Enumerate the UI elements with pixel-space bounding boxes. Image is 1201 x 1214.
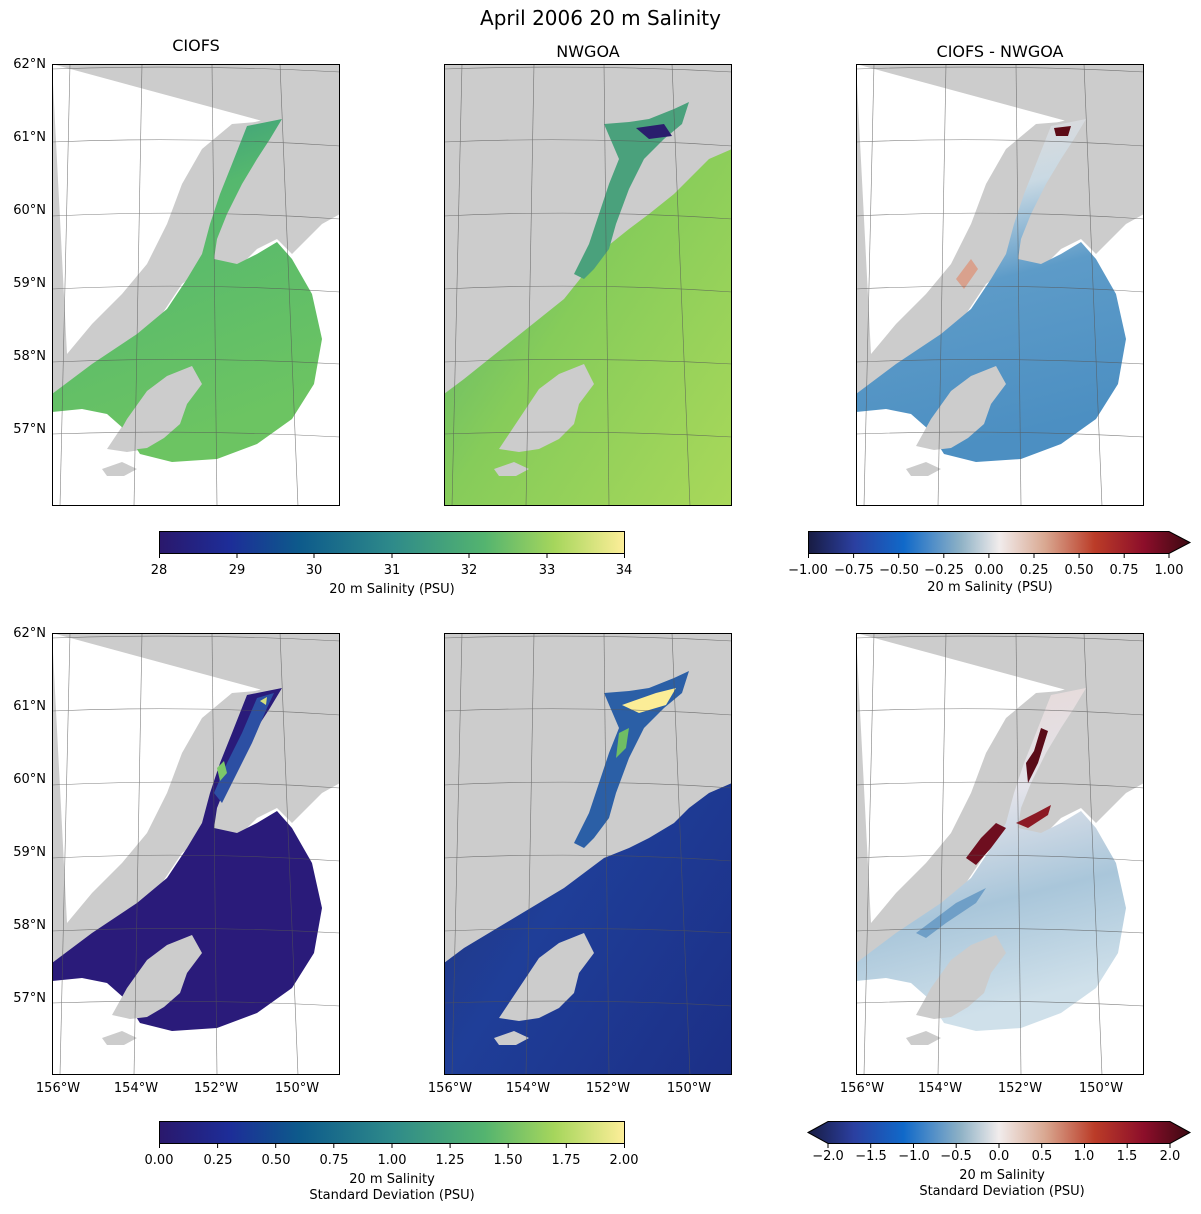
cb-salinity-tick-28: 28 [150,563,168,578]
cb-stddev-tick-8: 2.00 [609,1153,639,1168]
cb-stddev-tick-0: 0.00 [144,1153,174,1168]
cb-diff-tick-3: −0.50 [879,563,919,578]
cb-stddev-tick-3: 0.75 [319,1153,349,1168]
colorbar-stddev-label: 20 m Salinity Standard Deviation (PSU) [159,1172,625,1204]
cb-salinity-tick-29: 29 [228,563,246,578]
colorbar-salinity-diff [806,531,1192,565]
lat-label-57-top: 57°N [13,422,46,437]
colorbar-stddev [159,1121,625,1155]
lat-label-60-top: 60°N [13,203,46,218]
map-panel-ciofs-salinity [52,64,340,506]
lat-label-58-top: 58°N [13,349,46,364]
map-panel-nwgoa-stddev [444,633,732,1075]
panel-title-ciofs: CIOFS [172,36,220,55]
lon-label-152-p3: 152°W [997,1081,1043,1096]
cb-sddiff-tick-8: 1.5 [1116,1149,1138,1164]
lon-label-152-p2: 152°W [585,1081,631,1096]
colorbar-salinity [159,531,625,565]
cb-sddiff-tick-6: 0.5 [1031,1149,1053,1164]
cb-stddev-tick-4: 1.00 [377,1153,407,1168]
cb-diff-tick-6: 0.25 [1019,563,1049,578]
cb-diff-tick-8: 0.75 [1109,563,1139,578]
cb-diff-tick-9: 1.00 [1154,563,1184,578]
cb-salinity-tick-34: 34 [615,563,633,578]
cb-salinity-tick-33: 33 [538,563,556,578]
cb-sddiff-tick-9: 2.0 [1159,1149,1181,1164]
cb-sddiff-tick-3: −1.0 [898,1149,930,1164]
cb-stddev-tick-6: 1.50 [493,1153,523,1168]
lon-label-150-p2: 150°W [666,1081,712,1096]
colorbar-stddev-label-line1: 20 m Salinity [349,1172,435,1187]
map-panel-nwgoa-salinity [444,64,732,506]
lat-label-59-bottom: 59°N [13,845,46,860]
lon-label-150-p3: 150°W [1078,1081,1124,1096]
lat-label-58-bottom: 58°N [13,918,46,933]
lat-label-62-top: 62°N [13,57,46,72]
cb-diff-tick-1: −1.00 [788,563,828,578]
cb-sddiff-tick-5: 0.0 [988,1149,1010,1164]
colorbar-salinity-diff-label: 20 m Salinity (PSU) [927,580,1053,595]
map-panel-ciofs-stddev [52,633,340,1075]
colorbar-stddev-diff [806,1121,1192,1155]
lat-label-61-bottom: 61°N [13,699,46,714]
figure-title: April 2006 20 m Salinity [480,6,721,30]
panel-title-diff: CIOFS - NWGOA [936,42,1064,61]
map-panel-diff-salinity [856,64,1144,506]
cb-diff-tick-4: −0.25 [924,563,964,578]
colorbar-salinity-label: 20 m Salinity (PSU) [329,582,455,597]
lon-label-156-p3: 156°W [839,1081,885,1096]
lat-label-62-bottom: 62°N [13,626,46,641]
cb-stddev-tick-2: 0.50 [261,1153,291,1168]
panel-title-nwgoa: NWGOA [556,42,620,61]
lat-label-60-bottom: 60°N [13,772,46,787]
lon-label-150-p1: 150°W [274,1081,320,1096]
cb-sddiff-tick-1: −2.0 [812,1149,844,1164]
cb-diff-tick-5: 0.00 [974,563,1004,578]
cb-diff-tick-2: −0.75 [834,563,874,578]
cb-stddev-tick-1: 0.25 [203,1153,233,1168]
colorbar-stddev-diff-label: 20 m Salinity Standard Deviation (PSU) [806,1168,1198,1200]
lon-label-156-p2: 156°W [427,1081,473,1096]
colorbar-stddev-diff-label-line2: Standard Deviation (PSU) [919,1184,1085,1199]
lat-label-57-bottom: 57°N [13,991,46,1006]
cb-salinity-tick-31: 31 [383,563,401,578]
cb-sddiff-tick-4: −0.5 [940,1149,972,1164]
cb-stddev-tick-7: 1.75 [551,1153,581,1168]
cb-salinity-tick-30: 30 [305,563,323,578]
colorbar-stddev-label-line2: Standard Deviation (PSU) [309,1188,475,1203]
lon-label-154-p1: 154°W [113,1081,159,1096]
lon-label-154-p2: 154°W [505,1081,551,1096]
lon-label-154-p3: 154°W [917,1081,963,1096]
cb-diff-tick-7: 0.50 [1064,563,1094,578]
lat-label-59-top: 59°N [13,276,46,291]
colorbar-stddev-diff-label-line1: 20 m Salinity [959,1168,1045,1183]
lon-label-156-p1: 156°W [35,1081,81,1096]
lon-label-152-p1: 152°W [193,1081,239,1096]
lat-label-61-top: 61°N [13,130,46,145]
cb-salinity-tick-32: 32 [460,563,478,578]
cb-sddiff-tick-2: −1.5 [855,1149,887,1164]
map-panel-diff-stddev [856,633,1144,1075]
cb-stddev-tick-5: 1.25 [435,1153,465,1168]
cb-sddiff-tick-7: 1.0 [1073,1149,1095,1164]
